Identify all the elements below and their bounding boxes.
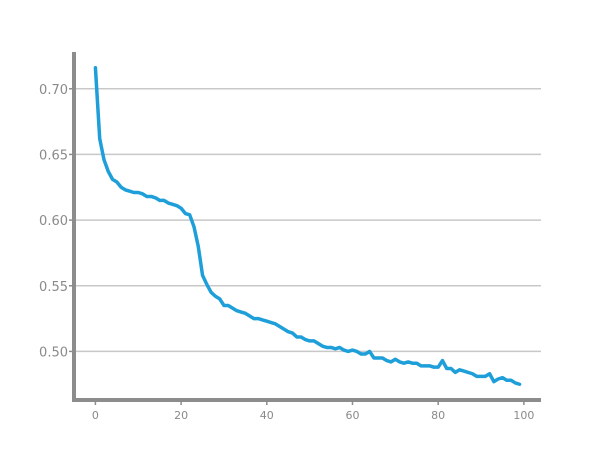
x-tick-label: 0 [92, 409, 99, 422]
series-layer [93, 66, 522, 386]
ticks-layer: 0.50 0.55 0.60 0.65 0.70 0 20 40 60 80 100 [39, 83, 534, 422]
x-tick-label: 20 [174, 409, 188, 422]
x-tick-label: 80 [431, 409, 445, 422]
y-tick-label: 0.70 [39, 83, 68, 98]
y-tick-label: 0.60 [39, 214, 68, 229]
grid-layer [74, 88, 541, 353]
x-tick-label: 100 [513, 409, 534, 422]
axis-layer [72, 52, 541, 402]
y-tick-label: 0.50 [39, 345, 68, 360]
x-tick-label: 60 [345, 409, 359, 422]
y-tick-label: 0.55 [39, 280, 68, 295]
x-tick-label: 40 [260, 409, 274, 422]
y-tick-label: 0.65 [39, 148, 68, 163]
series-line-0 [93, 66, 522, 386]
